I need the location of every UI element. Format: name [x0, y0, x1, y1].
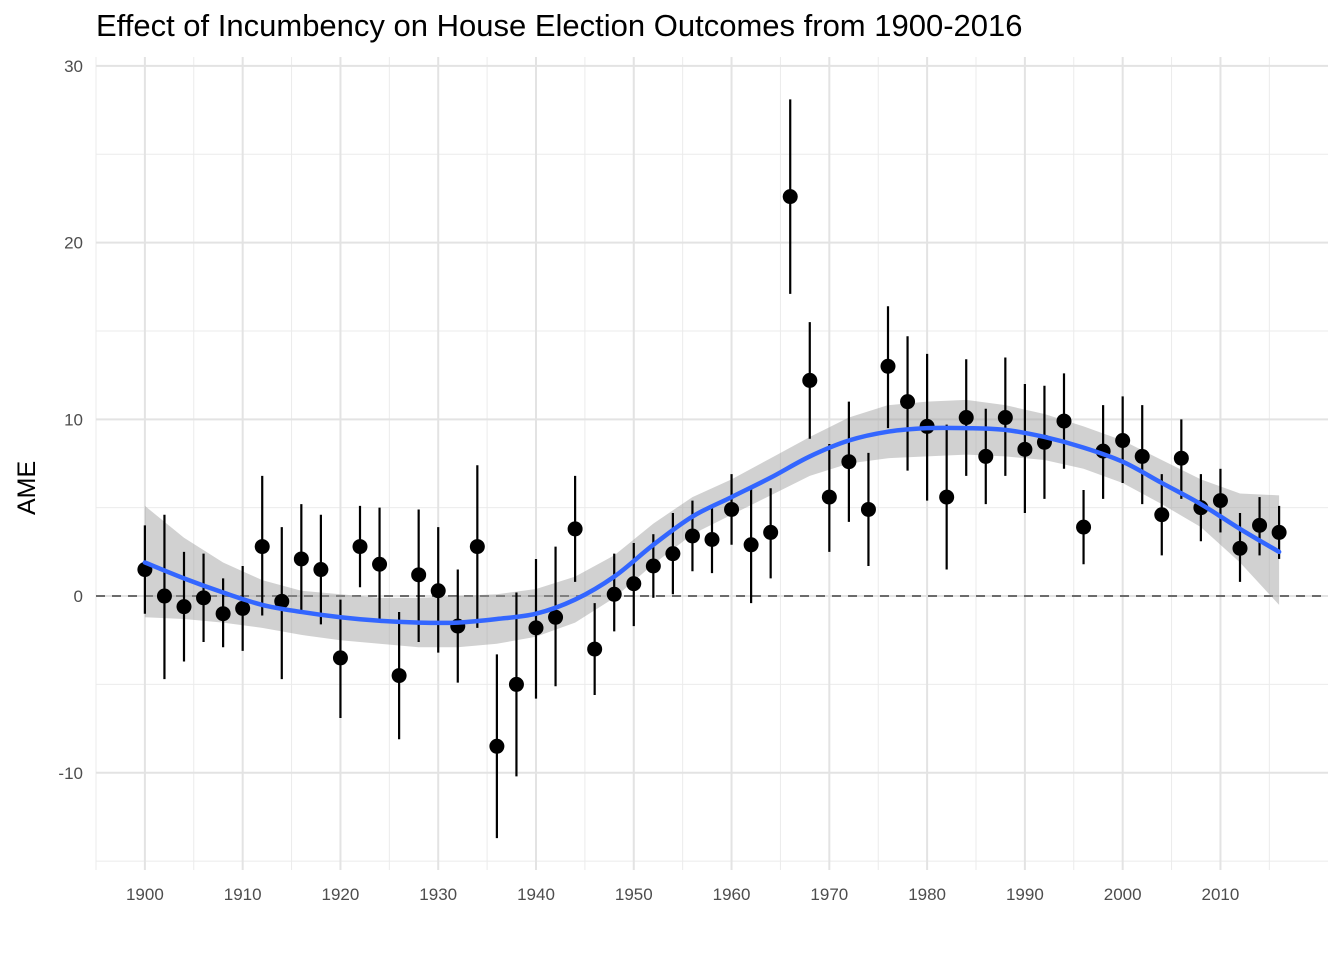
- data-point: [489, 738, 505, 754]
- data-point: [1134, 448, 1150, 464]
- x-tick-label: 2000: [1104, 885, 1142, 904]
- data-point: [430, 583, 446, 599]
- data-point: [313, 562, 329, 578]
- data-point: [1154, 507, 1170, 523]
- data-point: [196, 590, 212, 606]
- data-point: [372, 556, 388, 572]
- data-point: [176, 599, 192, 615]
- data-point: [1252, 517, 1268, 533]
- x-tick-label: 1930: [419, 885, 457, 904]
- points-group: [137, 189, 1287, 754]
- data-point: [1076, 519, 1092, 535]
- data-point: [939, 489, 955, 505]
- data-point: [332, 650, 348, 666]
- y-tick-label: 30: [64, 57, 83, 76]
- x-tick-label: 1960: [713, 885, 751, 904]
- smooth-line-group: [142, 425, 1282, 626]
- data-point: [900, 394, 916, 410]
- data-point: [978, 448, 994, 464]
- y-tick-label: 10: [64, 410, 83, 429]
- data-point: [548, 609, 564, 625]
- data-point: [841, 454, 857, 470]
- chart-title: Effect of Incumbency on House Election O…: [96, 8, 1023, 43]
- x-tick-label: 1950: [615, 885, 653, 904]
- y-tick-labels: -10 0 10 20 30: [58, 57, 83, 783]
- data-point: [743, 537, 759, 553]
- data-point: [411, 567, 427, 583]
- data-point: [254, 539, 270, 555]
- data-point: [1056, 413, 1072, 429]
- data-point: [645, 558, 661, 574]
- x-tick-label: 1970: [810, 885, 848, 904]
- data-point: [997, 410, 1013, 426]
- x-tick-label: 1990: [1006, 885, 1044, 904]
- data-point: [763, 524, 779, 540]
- x-tick-label: 1980: [908, 885, 946, 904]
- data-point: [274, 593, 290, 609]
- data-point: [704, 531, 720, 547]
- data-point: [508, 676, 524, 692]
- data-point: [469, 539, 485, 555]
- data-point: [235, 600, 251, 616]
- y-tick-label: 0: [74, 587, 83, 606]
- x-tick-label: 1900: [126, 885, 164, 904]
- data-point: [215, 606, 231, 622]
- data-point: [1017, 441, 1033, 457]
- data-point: [1212, 493, 1228, 509]
- smooth-trend-line: [142, 425, 1282, 626]
- data-point: [1173, 450, 1189, 466]
- data-point: [802, 372, 818, 388]
- x-tick-label: 1910: [224, 885, 262, 904]
- data-point: [958, 410, 974, 426]
- data-point: [293, 551, 309, 567]
- x-tick-labels: 1900 1910 1920 1930 1940 1950 1960 1970 1980 1990…: [126, 885, 1239, 904]
- x-tick-label: 2010: [1202, 885, 1240, 904]
- x-tick-label: 1940: [517, 885, 555, 904]
- x-tick-label: 1920: [322, 885, 360, 904]
- data-point: [567, 521, 583, 537]
- data-point: [665, 546, 681, 562]
- data-point: [1232, 540, 1248, 556]
- y-tick-label: 20: [64, 234, 83, 253]
- data-point: [156, 588, 172, 604]
- data-point: [587, 641, 603, 657]
- y-tick-label: -10: [58, 764, 83, 783]
- data-point: [724, 501, 740, 517]
- data-point: [352, 539, 368, 555]
- data-point: [528, 620, 544, 636]
- data-point: [1271, 524, 1287, 540]
- data-point: [606, 586, 622, 602]
- data-point: [1115, 433, 1131, 449]
- data-point: [782, 189, 798, 205]
- data-point: [626, 576, 642, 592]
- data-point: [684, 528, 700, 544]
- data-point: [391, 668, 407, 684]
- data-point: [821, 489, 837, 505]
- data-point: [880, 358, 896, 374]
- data-point: [860, 501, 876, 517]
